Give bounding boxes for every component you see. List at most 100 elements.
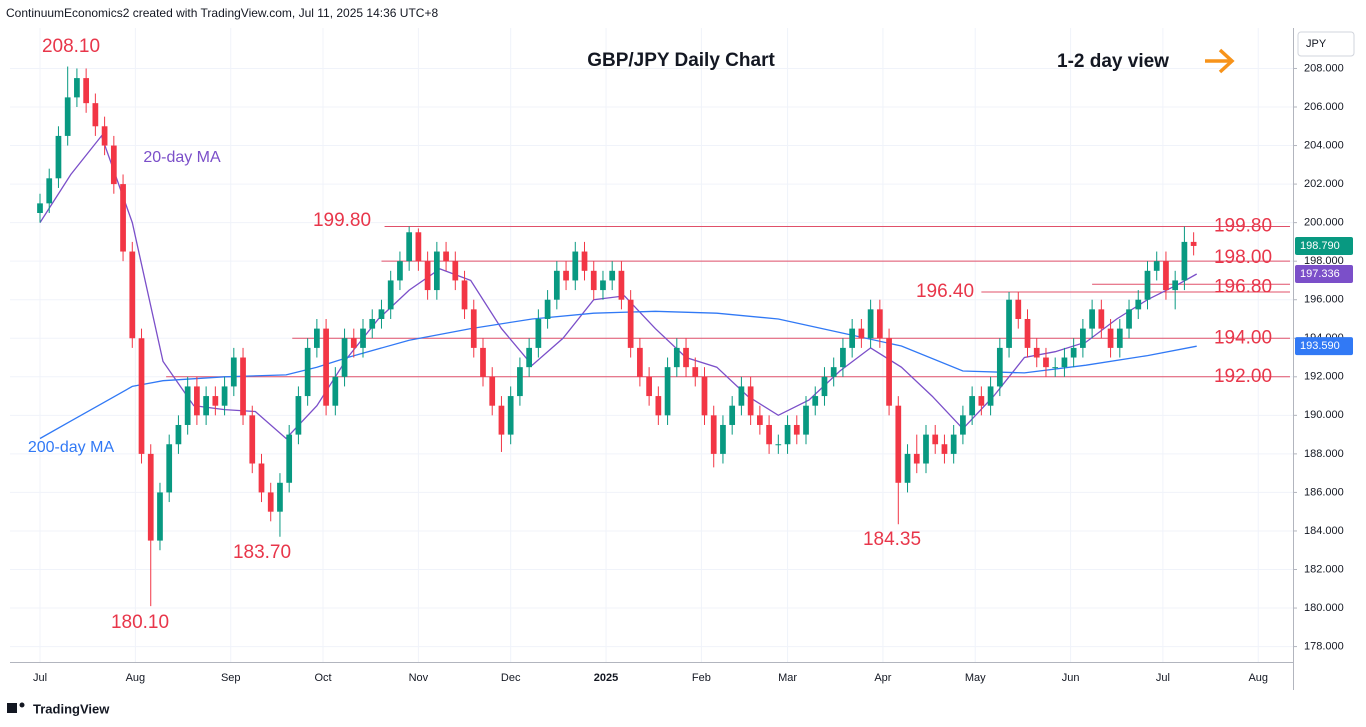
candle-body: [812, 396, 819, 406]
candle-body: [443, 251, 449, 262]
candle-body: [1043, 357, 1049, 368]
candle-body: [304, 347, 311, 397]
candle-body: [1126, 309, 1132, 329]
candle-body: [609, 270, 616, 281]
candle-body: [1015, 299, 1022, 319]
candle-body: [1116, 328, 1123, 348]
candle-body: [1181, 241, 1188, 281]
x-tick-label: Dec: [501, 672, 521, 684]
grid: [10, 28, 1297, 662]
price-badge-label: 197.336: [1300, 268, 1340, 280]
candle-body: [784, 424, 791, 445]
level-label: 194.00: [1214, 327, 1272, 348]
y-tick-label: 188.000: [1304, 448, 1344, 460]
y-tick-label: 202.000: [1304, 178, 1344, 190]
candle-body: [55, 135, 62, 179]
candle-body: [1172, 280, 1179, 291]
chart-title: GBP/JPY Daily Chart: [587, 50, 775, 71]
tradingview-logo[interactable]: TradingView: [7, 701, 110, 716]
candle-body: [267, 492, 274, 512]
candle-body: [397, 261, 403, 281]
candle-body: [710, 415, 717, 454]
candle-body: [1107, 328, 1114, 348]
candle-body: [978, 396, 985, 406]
y-tick-label: 208.000: [1304, 62, 1344, 74]
candle-body: [341, 338, 348, 377]
candle-body: [46, 178, 53, 204]
x-tick-label: Mar: [778, 672, 797, 684]
candle-body: [277, 482, 283, 512]
candle-body: [240, 357, 246, 416]
candle-body: [489, 376, 496, 406]
candle-body: [683, 347, 689, 368]
level-label: 199.80: [1214, 216, 1272, 237]
y-tick-label: 196.000: [1304, 294, 1344, 306]
candle-body: [775, 444, 782, 446]
candle-body: [406, 232, 413, 262]
price-badge: [1295, 236, 1353, 255]
candle-body: [1024, 318, 1031, 348]
candle-body: [110, 145, 117, 185]
candle-body: [37, 203, 43, 213]
candle-body: [655, 396, 662, 416]
candle-body: [378, 309, 385, 319]
moving-averages: [39, 134, 1198, 440]
candle-body: [74, 78, 80, 98]
candle-body: [803, 405, 809, 435]
candle-body: [867, 309, 874, 339]
candle-body: [876, 309, 883, 339]
candle-body: [821, 376, 828, 397]
candle-body: [960, 415, 966, 435]
levels: [166, 225, 1290, 378]
candle-body: [507, 396, 514, 435]
candle-body: [581, 251, 588, 271]
candle-body: [498, 405, 505, 435]
level-label: 198.00: [1214, 247, 1272, 268]
x-tick-label: Jul: [33, 672, 47, 684]
arrow-icon: [1205, 48, 1235, 74]
candle-body: [1190, 241, 1197, 246]
candle-body: [701, 376, 708, 416]
y-tick-label: 190.000: [1304, 409, 1344, 421]
candle-body: [480, 347, 486, 377]
x-tick-label: Aug: [1248, 672, 1268, 684]
candle-body: [461, 280, 468, 310]
candle-body: [830, 367, 837, 377]
annotation: 184.35: [863, 529, 921, 550]
currency: JPY: [1306, 38, 1327, 50]
candle-body: [147, 453, 154, 541]
candle-body: [1153, 261, 1160, 271]
candle-body: [295, 396, 302, 435]
candle-body: [1135, 299, 1142, 310]
price-badge-label: 198.790: [1300, 240, 1340, 252]
candle-body: [590, 270, 597, 291]
candle-body: [433, 251, 440, 291]
candle-body: [886, 338, 892, 406]
level-label: 192.00: [1214, 366, 1272, 387]
candle-body: [101, 126, 108, 146]
candle-body: [332, 376, 339, 406]
candle-body: [470, 309, 477, 348]
candle-body: [627, 299, 634, 348]
candle-body: [166, 444, 173, 493]
y-tick-label: 182.000: [1304, 563, 1344, 575]
x-tick-label: Oct: [314, 672, 331, 684]
x-tick-label: Jun: [1062, 672, 1080, 684]
candle-body: [350, 338, 357, 348]
candle-body: [904, 453, 911, 483]
candle-body: [553, 270, 560, 300]
candle-body: [258, 463, 265, 493]
candle-body: [535, 318, 542, 348]
candle-body: [129, 251, 136, 339]
y-tick-label: 204.000: [1304, 139, 1344, 151]
moving-average: [39, 310, 1197, 440]
currency-box[interactable]: [1297, 31, 1355, 57]
candle-body: [793, 424, 800, 435]
candle-body: [932, 434, 939, 445]
candle-body: [766, 424, 772, 445]
candle-body: [600, 280, 606, 291]
candles: [37, 66, 1197, 607]
annotation: 208.10: [42, 36, 100, 57]
price-badge: [1295, 264, 1353, 283]
candle-body: [544, 299, 551, 319]
